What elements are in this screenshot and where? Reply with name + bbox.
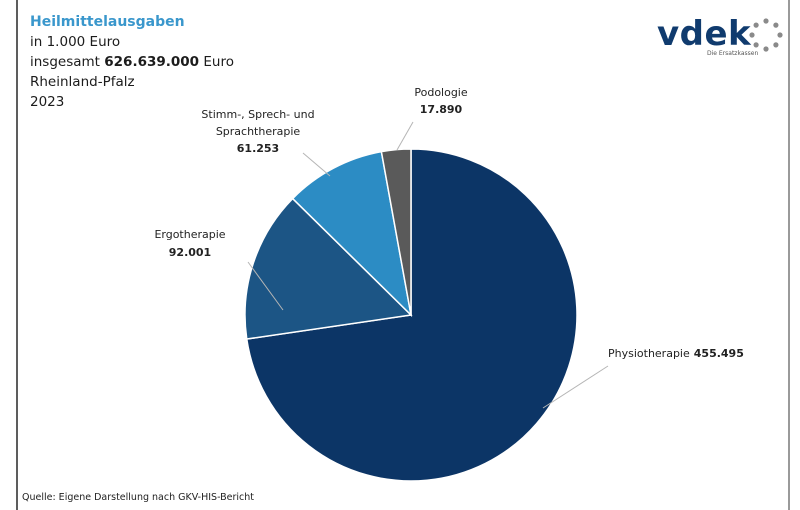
leader-line-stimm	[302, 152, 331, 177]
total-suffix: Euro	[199, 54, 234, 70]
label-stimm-value: 61.253	[237, 142, 279, 155]
leader-line-physiotherapie	[542, 365, 609, 409]
slice-label-podologie: Podologie 17.890	[414, 86, 468, 116]
left-border	[16, 0, 18, 510]
label-physiotherapie-name: Physiotherapie	[608, 347, 690, 360]
pie-slices	[244, 148, 578, 482]
right-border	[788, 0, 790, 510]
label-podologie-name: Podologie	[414, 86, 468, 99]
year-label: 2023	[30, 94, 65, 110]
pie-slice-ergotherapie	[244, 197, 413, 340]
vdek-logo: vdek Die Ersatzkassen	[655, 14, 783, 64]
label-podologie-value: 17.890	[420, 103, 463, 116]
pie-slice-stimm	[291, 150, 413, 318]
total-prefix: insgesamt	[30, 54, 105, 70]
leader-line-podologie	[396, 121, 414, 151]
logo-tagline: Die Ersatzkassen	[707, 50, 759, 57]
chart-title: Heilmittelausgaben	[30, 14, 185, 30]
leader-line-ergotherapie	[247, 261, 284, 311]
logo-ring-icon	[749, 18, 783, 52]
label-stimm-line1: Stimm-, Sprech- und	[201, 108, 314, 121]
leader-lines	[247, 121, 609, 409]
label-ergotherapie-value: 92.001	[169, 246, 211, 259]
slice-label-stimm: Stimm-, Sprech- und Sprachtherapie 61.25…	[201, 108, 314, 155]
total-value: 626.639.000	[104, 54, 200, 70]
label-ergotherapie-name: Ergotherapie	[154, 228, 225, 241]
label-physiotherapie-value: 455.495	[694, 347, 744, 360]
pie-slice-podologie	[380, 148, 412, 316]
source-note: Quelle: Eigene Darstellung nach GKV-HIS-…	[22, 492, 255, 503]
slice-label-ergotherapie: Ergotherapie 92.001	[154, 228, 225, 259]
slice-label-physiotherapie: Physiotherapie 455.495	[608, 347, 744, 360]
logo-text: vdek	[657, 14, 752, 54]
unit-label: in 1.000 Euro	[30, 34, 121, 50]
total-line: insgesamt 626.639.000 Euro	[30, 52, 234, 72]
region-label: Rheinland-Pfalz	[30, 74, 135, 90]
label-stimm-line2: Sprachtherapie	[216, 125, 301, 138]
chart-header: Heilmittelausgaben in 1.000 Euro insgesa…	[30, 12, 234, 112]
